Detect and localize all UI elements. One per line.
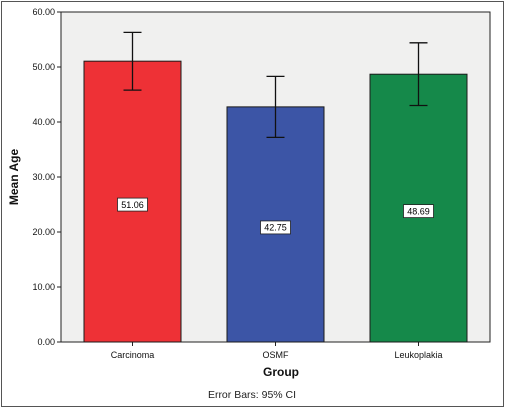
data-label: 48.69 — [407, 206, 430, 216]
error-bar-carcinoma — [123, 31, 142, 91]
x-tick-label: Carcinoma — [111, 350, 155, 360]
y-tick-label: 20.00 — [32, 227, 55, 237]
x-tick-label: Leukoplakia — [394, 350, 442, 360]
y-axis: 0.00 10.00 20.00 30.00 40.00 50.00 60.00 — [32, 7, 61, 347]
x-tick-label: OSMF — [263, 350, 290, 360]
y-tick-label: 50.00 — [32, 62, 55, 72]
y-tick-label: 0.00 — [37, 337, 55, 347]
y-tick-label: 40.00 — [32, 117, 55, 127]
y-tick-label: 60.00 — [32, 7, 55, 17]
data-label: 42.75 — [264, 223, 287, 233]
data-label-box — [403, 204, 434, 219]
error-bars-footnote: Error Bars: 95% CI — [208, 389, 296, 401]
data-label: 51.06 — [121, 200, 144, 210]
x-axis: Carcinoma OSMF Leukoplakia — [111, 342, 443, 360]
y-tick-label: 30.00 — [32, 172, 55, 182]
y-tick-label: 10.00 — [32, 282, 55, 292]
error-bars — [123, 31, 428, 139]
data-labels: 51.06 42.75 48.69 — [117, 197, 434, 235]
data-label-box — [117, 197, 148, 212]
x-axis-title: Group — [263, 365, 299, 379]
error-bar-leukoplakia — [409, 42, 428, 107]
y-axis-title: Mean Age — [7, 149, 21, 206]
data-label-box — [260, 220, 291, 235]
error-bar-osmf — [266, 75, 285, 139]
